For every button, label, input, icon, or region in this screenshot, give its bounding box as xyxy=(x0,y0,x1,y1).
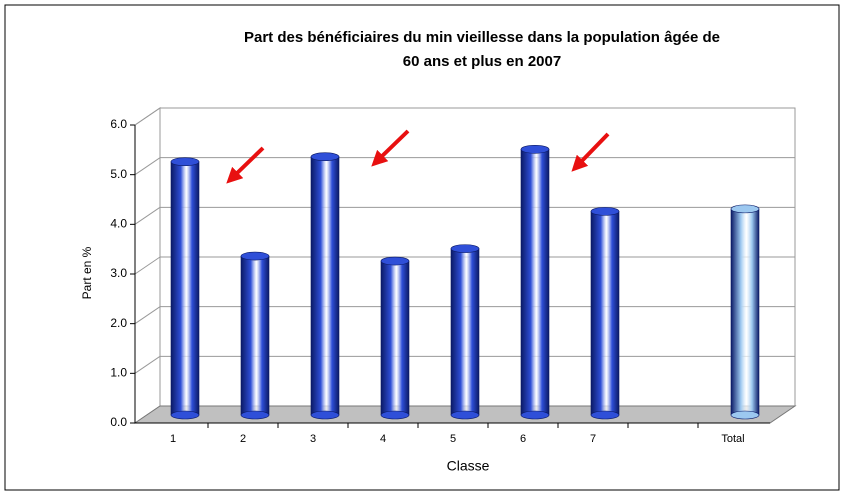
bar-top xyxy=(170,157,200,166)
bar-body xyxy=(240,255,270,416)
grid-line xyxy=(134,355,161,374)
y-tick-label: 3.0 xyxy=(110,266,127,280)
grid-line xyxy=(134,256,161,275)
x-tick-label: 2 xyxy=(240,433,246,445)
bar xyxy=(520,144,550,420)
bar xyxy=(590,207,620,420)
x-tick-label: 5 xyxy=(450,433,456,445)
bar-base xyxy=(240,410,270,420)
bar-base xyxy=(450,410,480,420)
grid-line xyxy=(134,206,161,225)
bar-top xyxy=(590,207,620,216)
grid-line xyxy=(134,107,161,126)
x-axis-label: Classe xyxy=(447,458,490,474)
y-tick-label: 5.0 xyxy=(110,167,127,181)
y-axis-label: Part en % xyxy=(80,246,94,299)
bar-base xyxy=(730,410,760,420)
x-tick-label: 6 xyxy=(520,433,526,445)
bar-top xyxy=(520,144,550,154)
bar-body xyxy=(590,211,620,416)
grid-line xyxy=(134,306,161,325)
bar-body xyxy=(450,248,480,416)
bar-top xyxy=(450,244,480,253)
y-tick-label: 4.0 xyxy=(110,217,127,231)
bar-base xyxy=(310,410,340,420)
bar-top xyxy=(240,251,270,261)
bar-base xyxy=(170,410,200,420)
arrow xyxy=(226,146,265,184)
x-tick-label: 1 xyxy=(170,433,176,445)
x-tick-label: 7 xyxy=(590,433,596,445)
bar xyxy=(240,251,270,420)
bar xyxy=(450,244,480,420)
x-tick-label: 3 xyxy=(310,433,316,445)
bar xyxy=(310,152,340,420)
arrow xyxy=(371,129,410,167)
y-tick-label: 2.0 xyxy=(110,316,127,330)
bar-base xyxy=(520,410,550,420)
x-tick-label: 4 xyxy=(380,433,386,445)
bar-body xyxy=(380,260,410,416)
bar-body xyxy=(170,161,200,416)
plot: 0.0 1.0 2.0 3.0 4.0 5.0 6.0 1 2 3 4 5 6 7 Total xyxy=(110,107,797,445)
bar-body xyxy=(520,148,550,416)
bar xyxy=(170,157,200,420)
bar-top xyxy=(730,204,760,214)
annotation-arrows xyxy=(226,129,610,184)
chart-title: Part des bénéficiaires du min vieillesse… xyxy=(244,29,720,46)
bar-body xyxy=(310,156,340,416)
bar-base xyxy=(590,410,620,420)
bar-top xyxy=(310,152,340,162)
bar-top xyxy=(380,256,410,266)
x-tick-label: Total xyxy=(721,433,744,445)
bar xyxy=(380,256,410,420)
grid-line xyxy=(134,157,161,176)
y-tick-label: 6.0 xyxy=(110,117,127,131)
bar-body xyxy=(730,208,760,416)
bar-base xyxy=(380,410,410,420)
y-tick-label: 0.0 xyxy=(110,415,127,429)
y-tick-label: 1.0 xyxy=(110,366,127,380)
chart-title: 60 ans et plus en 2007 xyxy=(403,53,561,70)
bar xyxy=(730,204,760,420)
arrow xyxy=(571,132,610,172)
